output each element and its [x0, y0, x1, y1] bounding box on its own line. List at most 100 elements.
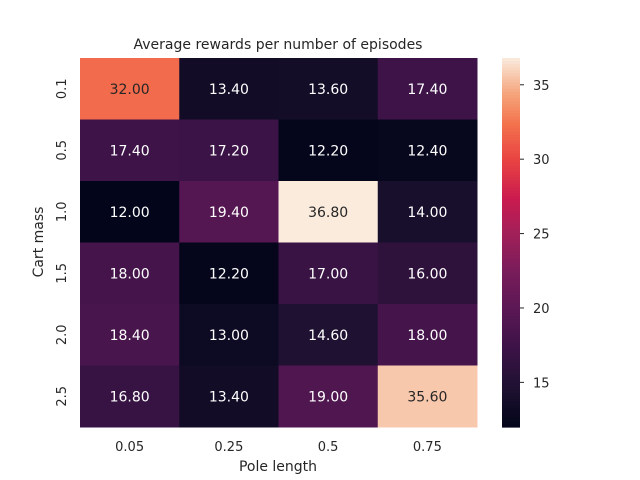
colorbar-segment: [502, 288, 520, 293]
cell-value-label: 13.60: [308, 82, 348, 98]
colorbar-segment: [502, 251, 520, 256]
colorbar-segment: [502, 227, 520, 231]
heatmap-cells: 32.00 13.40 13.60 17.40 17.40 17.20 12.20 12.40…: [80, 58, 478, 428]
colorbar-tick-label: 15: [533, 376, 550, 391]
colorbar-segment: [502, 79, 520, 84]
colorbar-segment: [502, 165, 520, 170]
colorbar-segment: [502, 377, 520, 382]
colorbar-segment: [502, 408, 520, 413]
colorbar-segment: [502, 307, 520, 311]
heatmap-cell: [80, 58, 180, 120]
colorbar-segment: [502, 134, 520, 139]
y-tick-label: 2.5: [55, 386, 70, 407]
colorbar-tick-label: 25: [533, 228, 550, 243]
colorbar-segment: [502, 110, 520, 114]
colorbar-segment: [502, 137, 520, 142]
colorbar-segment: [502, 171, 520, 176]
colorbar-segment: [502, 399, 520, 403]
cell-value-label: 17.40: [110, 143, 150, 159]
heatmap-cell: [80, 304, 180, 366]
heatmap-cell: [179, 58, 279, 120]
colorbar-segment: [502, 248, 520, 253]
heatmap-cell: [377, 242, 478, 305]
heatmap-cell: [80, 119, 180, 182]
cell-value-label: 35.60: [407, 389, 447, 405]
colorbar-segment: [502, 405, 520, 410]
colorbar-segment: [502, 368, 520, 373]
colorbar-segment: [502, 177, 520, 182]
colorbar-segment: [502, 411, 520, 416]
colorbar-segment: [502, 94, 520, 99]
colorbar-segment: [502, 141, 520, 145]
colorbar-segment: [502, 331, 520, 336]
colorbar-segment: [502, 390, 520, 394]
heatmap-cell: [278, 242, 379, 305]
colorbar-segment: [502, 202, 520, 207]
colorbar-segment: [502, 82, 520, 87]
y-tick-label: 0.5: [55, 140, 70, 161]
heatmap-cell: [278, 119, 379, 182]
colorbar-segment: [502, 294, 520, 299]
colorbar-segment: [502, 211, 520, 216]
colorbar: 15 20 25 30 35: [502, 58, 550, 428]
colorbar-segment: [502, 144, 520, 148]
colorbar-segment: [502, 88, 520, 93]
colorbar-segment: [502, 300, 520, 305]
y-tick-label: 1.0: [55, 201, 70, 222]
cell-value-label: 18.00: [407, 328, 447, 344]
x-tick-label: 0.5: [318, 440, 339, 455]
colorbar-segment: [502, 417, 520, 422]
colorbar-segment: [502, 73, 520, 78]
colorbar-segment: [502, 153, 520, 157]
colorbar-segment: [502, 353, 520, 357]
colorbar-segment: [502, 174, 520, 179]
colorbar-tick-label: 35: [533, 79, 550, 94]
colorbar-segment: [502, 101, 520, 105]
colorbar-segment: [502, 285, 520, 290]
heatmap-cell: [377, 181, 478, 243]
y-tick-label: 0.1: [55, 78, 70, 99]
x-axis-label: Pole length: [239, 459, 317, 475]
x-tick-label: 0.25: [214, 440, 243, 455]
cell-value-label: 14.60: [308, 328, 348, 344]
colorbar-segment: [502, 313, 520, 317]
colorbar-segment: [502, 91, 520, 96]
colorbar-segment: [502, 254, 520, 259]
colorbar-segment: [502, 85, 520, 90]
colorbar-segment: [502, 270, 520, 274]
x-axis-ticks: 0.05 0.25 0.5 0.75: [115, 440, 442, 455]
colorbar-segment: [502, 273, 520, 277]
colorbar-segment: [502, 187, 520, 191]
colorbar-segment: [502, 334, 520, 339]
chart-title: Average rewards per number of episodes: [134, 37, 423, 53]
colorbar-segment: [502, 208, 520, 213]
colorbar-segment: [502, 162, 520, 167]
colorbar-segment: [502, 122, 520, 127]
colorbar-segment: [502, 414, 520, 419]
colorbar-segment: [502, 181, 520, 185]
colorbar-segment: [502, 230, 520, 234]
colorbar-segment: [502, 199, 520, 204]
cell-value-label: 12.20: [308, 143, 348, 159]
cell-value-label: 36.80: [308, 205, 348, 221]
colorbar-segment: [502, 242, 520, 247]
heatmap-cell: [278, 181, 379, 243]
colorbar-segment: [502, 282, 520, 287]
colorbar-segment: [502, 310, 520, 314]
colorbar-segment: [502, 276, 520, 280]
colorbar-segment: [502, 61, 520, 65]
colorbar-segment: [502, 236, 520, 241]
colorbar-tick-label: 20: [533, 302, 550, 317]
colorbar-segment: [502, 387, 520, 391]
colorbar-segment: [502, 319, 520, 324]
colorbar-segment: [502, 420, 520, 425]
cell-value-label: 16.00: [407, 266, 447, 282]
colorbar-segment: [502, 193, 520, 197]
colorbar-segment: [502, 239, 520, 244]
colorbar-segment: [502, 359, 520, 364]
colorbar-segment: [502, 350, 520, 354]
cell-value-label: 17.40: [407, 82, 447, 98]
colorbar-segment: [502, 337, 520, 342]
colorbar-segment: [502, 147, 520, 151]
